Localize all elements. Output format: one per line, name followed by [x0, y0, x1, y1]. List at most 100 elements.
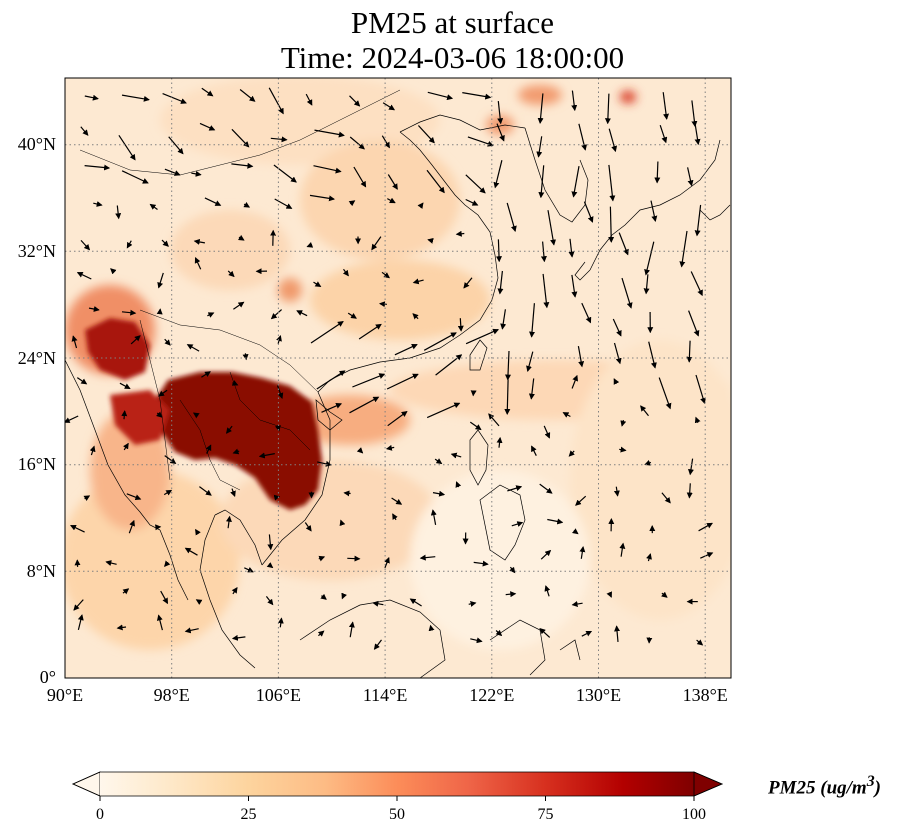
wind-arrow — [118, 134, 136, 161]
wind-arrow — [348, 200, 356, 207]
wind-arrow — [417, 125, 435, 144]
wind-arrow — [164, 338, 171, 346]
wind-arrow — [542, 273, 550, 309]
wind-arrow — [231, 128, 250, 148]
wind-arrow — [231, 634, 246, 641]
wind-arrow — [568, 450, 575, 457]
wind-arrow — [646, 553, 652, 562]
wind-arrow — [686, 483, 693, 499]
wind-arrow — [316, 370, 346, 390]
wind-arrow — [349, 136, 365, 150]
wind-arrow — [126, 493, 142, 501]
wind-arrow — [343, 490, 351, 497]
wind-arrow — [409, 598, 422, 607]
wind-arrow — [195, 599, 203, 605]
wind-arrow — [258, 452, 275, 459]
wind-arrow — [432, 490, 446, 497]
wind-arrow — [194, 256, 202, 270]
colorbar-tick-50: 50 — [389, 806, 405, 823]
wind-arrow — [207, 312, 215, 318]
wind-arrow — [116, 624, 127, 631]
wind-arrow — [648, 341, 657, 369]
wind-arrow — [497, 101, 504, 125]
wind-arrow — [539, 628, 551, 638]
wind-arrow — [571, 374, 578, 389]
wind-arrow — [382, 102, 396, 111]
lat-label-0: 0° — [39, 667, 56, 687]
wind-arrow — [465, 328, 500, 345]
wind-arrow — [621, 277, 633, 309]
wind-arrow — [199, 486, 212, 496]
wind-arrow — [509, 566, 516, 574]
wind-arrow — [371, 236, 382, 251]
wind-arrow — [88, 306, 100, 312]
wind-arrow — [372, 600, 384, 607]
wind-arrow — [613, 486, 620, 497]
wind-arrow — [156, 614, 163, 631]
wind-arrow — [417, 202, 424, 210]
wind-arrow — [578, 123, 588, 151]
wind-arrow — [462, 92, 492, 100]
wind-arrow — [122, 442, 129, 451]
wind-arrow — [162, 93, 187, 104]
wind-arrow — [571, 274, 578, 298]
wind-arrow — [80, 239, 91, 251]
wind-arrow — [225, 515, 232, 529]
wind-arrow — [581, 302, 592, 324]
wind-arrow — [493, 160, 503, 189]
wind-arrow — [267, 534, 274, 551]
wind-arrow — [122, 588, 130, 595]
wind-arrow — [358, 323, 382, 340]
wind-arrow — [121, 94, 150, 102]
wind-arrow — [686, 340, 693, 363]
wind-arrow — [608, 206, 615, 243]
wind-arrow — [463, 277, 473, 289]
wind-arrow — [381, 135, 390, 149]
wind-arrow — [347, 312, 357, 319]
wind-arrow — [618, 232, 629, 256]
wind-arrow — [73, 599, 84, 611]
wind-arrow — [495, 629, 503, 637]
wind-arrow — [568, 238, 575, 258]
gridlines — [65, 78, 731, 678]
wind-arrow — [304, 522, 312, 532]
wind-arrow — [184, 627, 199, 634]
wind-arrow — [273, 164, 297, 183]
wind-arrow — [391, 497, 403, 505]
lat-label-40n: 40°N — [17, 134, 56, 154]
wind-arrow — [163, 489, 173, 496]
wind-arrow — [296, 310, 308, 317]
wind-arrow — [539, 483, 553, 494]
colorbar-label-superscript: 3 — [866, 773, 875, 790]
wind-arrow — [457, 318, 464, 332]
wind-arrow — [450, 452, 462, 459]
coastlines — [65, 114, 731, 678]
wind-arrow — [225, 425, 233, 434]
wind-arrow — [465, 174, 486, 194]
wind-arrow — [321, 403, 343, 413]
wind-arrow — [505, 350, 512, 381]
wind-arrow — [306, 242, 314, 248]
wind-arrow — [608, 164, 616, 202]
wind-arrow — [468, 600, 477, 607]
wind-arrow — [620, 419, 627, 427]
wind-arrow — [473, 560, 489, 567]
wind-arrow — [662, 92, 670, 120]
wind-arrow — [205, 444, 212, 454]
colorbar-extend-min — [72, 771, 101, 797]
wind-arrow — [619, 542, 626, 557]
lat-label-8n: 8°N — [26, 561, 56, 581]
wind-arrow — [658, 377, 672, 410]
wind-arrow — [314, 129, 345, 138]
wind-arrow — [379, 301, 387, 308]
wind-arrow — [156, 411, 163, 418]
wind-arrow — [164, 168, 181, 176]
wind-arrow — [353, 166, 367, 188]
wind-arrow — [105, 560, 117, 566]
wind-arrow — [320, 593, 327, 600]
wind-arrow — [305, 93, 313, 106]
wind-arrow — [237, 234, 245, 241]
wind-arrow — [193, 239, 206, 245]
colorbar-label-text: PM25 (ug/m — [768, 777, 867, 799]
wind-arrow — [571, 165, 580, 198]
